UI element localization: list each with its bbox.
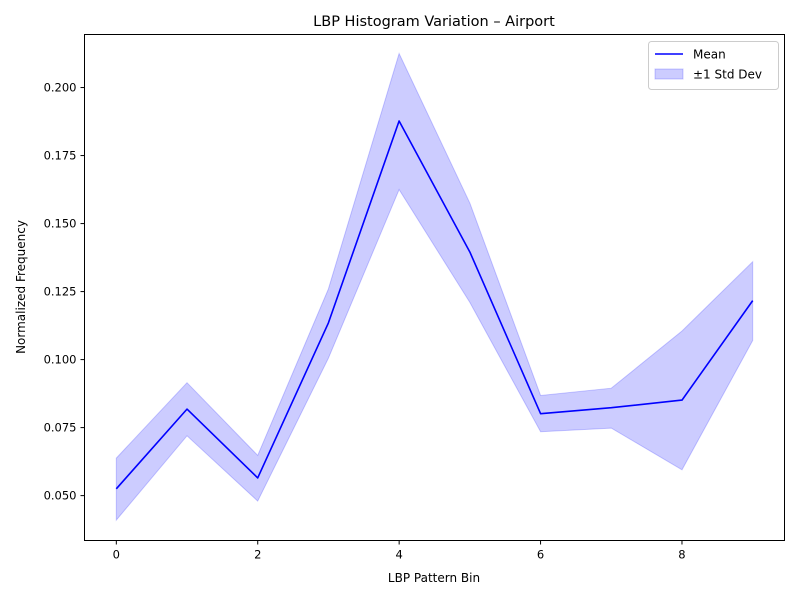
y-tick-label: 0.150 xyxy=(44,217,77,231)
plot-area xyxy=(115,52,754,522)
y-tick-label: 0.050 xyxy=(44,489,77,503)
y-tick-label: 0.100 xyxy=(44,353,77,367)
legend-mean-label: Mean xyxy=(693,48,726,62)
y-tick-label: 0.125 xyxy=(44,285,77,299)
y-tick-label: 0.200 xyxy=(44,81,77,95)
x-tick-label: 0 xyxy=(113,548,120,562)
y-axis-ticks: 0.050 0.075 0.100 0.125 0.150 0.175 0.200 xyxy=(44,81,85,503)
x-tick-label: 2 xyxy=(254,548,261,562)
y-axis-label: Normalized Frequency xyxy=(14,220,28,354)
y-tick-label: 0.075 xyxy=(44,421,77,435)
chart-title: LBP Histogram Variation – Airport xyxy=(313,14,555,30)
legend-std-swatch xyxy=(654,68,684,80)
x-tick-label: 6 xyxy=(537,548,544,562)
x-axis-ticks: 0 2 4 6 8 xyxy=(113,540,686,562)
legend-std-label: ±1 Std Dev xyxy=(693,68,762,82)
y-tick-label: 0.175 xyxy=(44,149,77,163)
x-tick-label: 8 xyxy=(678,548,685,562)
legend: Mean ±1 Std Dev xyxy=(648,41,779,90)
plot-frame xyxy=(84,34,785,541)
std-dev-band xyxy=(115,52,754,522)
x-tick-label: 4 xyxy=(395,548,402,562)
mean-line xyxy=(115,120,754,490)
x-axis-label: LBP Pattern Bin xyxy=(388,571,480,585)
